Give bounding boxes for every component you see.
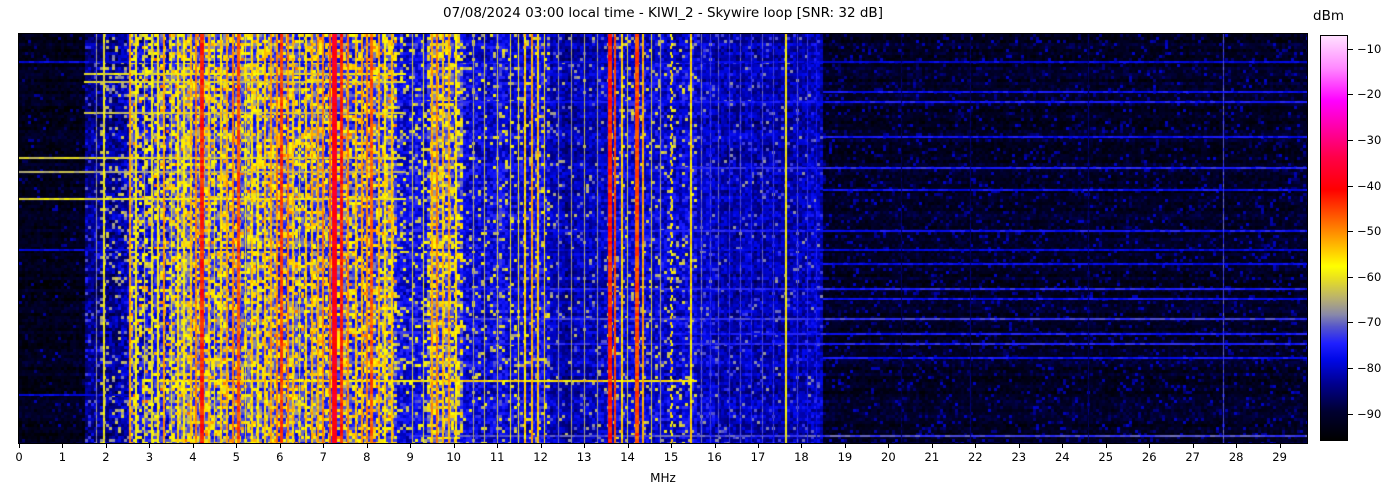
x-tick-label: 19: [837, 450, 853, 464]
colorbar-tick-label: −60: [1357, 270, 1382, 284]
colorbar-tick-mark: [1348, 322, 1353, 323]
x-tick-mark: [1018, 444, 1020, 448]
colorbar-tick-label: −80: [1357, 361, 1382, 375]
x-tick-mark: [1149, 444, 1151, 448]
colorbar-tick-label: −90: [1357, 407, 1382, 421]
spectrogram-heatmap: [18, 33, 1308, 444]
x-tick-mark: [323, 444, 325, 448]
x-tick-mark: [757, 444, 759, 448]
x-tick-label: 3: [145, 450, 154, 464]
x-tick-mark: [497, 444, 499, 448]
x-tick-label: 21: [924, 450, 940, 464]
x-tick-label: 10: [446, 450, 462, 464]
x-tick-label: 9: [406, 450, 414, 464]
x-tick-label: 24: [1054, 450, 1070, 464]
x-tick-label: 26: [1141, 450, 1157, 464]
x-tick-mark: [410, 444, 412, 448]
x-tick-label: 8: [363, 450, 371, 464]
x-tick-label: 7: [319, 450, 327, 464]
x-tick-mark: [844, 444, 846, 448]
x-tick-mark: [62, 444, 64, 448]
x-axis-label: MHz: [650, 471, 676, 485]
x-tick-mark: [236, 444, 238, 448]
x-tick-mark: [931, 444, 933, 448]
x-tick-label: 28: [1228, 450, 1244, 464]
x-tick-label: 13: [576, 450, 592, 464]
x-tick-label: 16: [707, 450, 722, 464]
x-tick-mark: [888, 444, 890, 448]
colorbar-tick-label: −70: [1357, 315, 1382, 329]
x-tick-mark: [1192, 444, 1194, 448]
x-tick-mark: [1279, 444, 1281, 448]
x-tick-mark: [627, 444, 629, 448]
x-tick-label: 17: [750, 450, 766, 464]
colorbar-tick-mark: [1348, 368, 1353, 369]
x-tick-mark: [19, 444, 20, 448]
x-tick-mark: [1105, 444, 1107, 448]
x-tick-label: 14: [620, 450, 635, 464]
colorbar-tick-mark: [1348, 414, 1353, 415]
colorbar-tick-mark: [1348, 186, 1353, 187]
colorbar-tick-label: −50: [1357, 224, 1382, 238]
x-tick-mark: [671, 444, 673, 448]
x-tick-label: 12: [533, 450, 548, 464]
x-tick-mark: [192, 444, 194, 448]
colorbar-tick-mark: [1348, 277, 1353, 278]
x-tick-mark: [1062, 444, 1064, 448]
colorbar-tick-mark: [1348, 231, 1353, 232]
x-tick-mark: [801, 444, 803, 448]
x-tick-label: 2: [102, 450, 110, 464]
x-tick-label: 22: [967, 450, 983, 464]
x-tick-label: 5: [232, 450, 241, 464]
x-tick-label: 27: [1185, 450, 1200, 464]
colorbar-tick-label: −40: [1357, 179, 1382, 193]
colorbar-tick-label: −30: [1357, 133, 1382, 147]
x-tick-label: 23: [1011, 450, 1027, 464]
x-tick-label: 4: [189, 450, 197, 464]
x-tick-mark: [584, 444, 586, 448]
x-tick-label: 0: [15, 450, 23, 464]
colorbar-tick-label: −10: [1357, 42, 1382, 56]
x-tick-label: 25: [1098, 450, 1114, 464]
x-tick-mark: [366, 444, 368, 448]
colorbar-tick-label: −20: [1357, 87, 1382, 101]
chart-title: 07/08/2024 03:00 local time - KIWI_2 - S…: [443, 5, 883, 21]
x-tick-mark: [540, 444, 542, 448]
x-tick-mark: [975, 444, 977, 448]
x-tick-label: 18: [794, 450, 809, 464]
x-tick-mark: [1236, 444, 1238, 448]
x-tick-label: 1: [58, 450, 67, 464]
colorbar-tick-mark: [1348, 140, 1353, 141]
x-tick-mark: [714, 444, 716, 448]
colorbar-tick-mark: [1348, 94, 1353, 95]
colorbar-unit-label: dBm: [1313, 8, 1344, 24]
x-tick-label: 15: [663, 450, 679, 464]
x-tick-mark: [453, 444, 455, 448]
x-tick-mark: [279, 444, 281, 448]
colorbar-tick-mark: [1348, 49, 1353, 50]
colorbar-gradient: [1320, 35, 1348, 441]
x-tick-mark: [149, 444, 151, 448]
x-tick-label: 11: [489, 450, 505, 464]
x-tick-label: 6: [276, 450, 284, 464]
x-tick-label: 20: [881, 450, 896, 464]
x-tick-mark: [105, 444, 107, 448]
x-tick-label: 29: [1272, 450, 1287, 464]
